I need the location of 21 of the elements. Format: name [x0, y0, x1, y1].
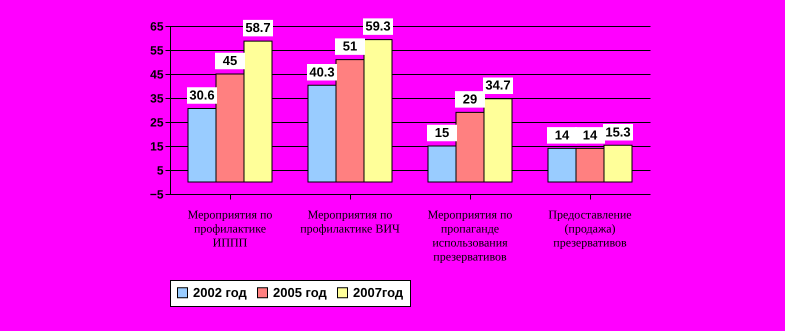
legend-label: 2002 год [193, 284, 248, 300]
x-tick-label: Мероприятия по профилактике ВИЧ [300, 208, 400, 236]
data-label: 15 [434, 125, 450, 140]
data-label: 14 [582, 127, 598, 142]
y-tick-label: 5 [156, 164, 164, 178]
data-label: 45 [222, 53, 238, 68]
legend-label: 2005 год [273, 284, 328, 300]
x-tick-label: Мероприятия по профилактике ИППП [188, 208, 272, 250]
x-tick-label: Предоставление (продажа) презервативов [548, 208, 632, 250]
data-label: 14 [554, 127, 570, 142]
x-tick-label: Мероприятия по пропаганде использования презервативов [428, 208, 512, 264]
data-label: 29 [462, 91, 478, 106]
y-tick-label: 55 [150, 44, 164, 58]
y-tick-label: 35 [150, 92, 164, 106]
legend-label: 2007год [353, 284, 404, 300]
y-tick-label: 45 [150, 68, 164, 82]
y-tick-label: 65 [150, 20, 164, 34]
y-tick-label: 25 [150, 116, 164, 130]
y-tick-label: 15 [150, 140, 164, 154]
data-label: 51 [342, 38, 358, 54]
y-tick-label: −5 [150, 188, 164, 202]
